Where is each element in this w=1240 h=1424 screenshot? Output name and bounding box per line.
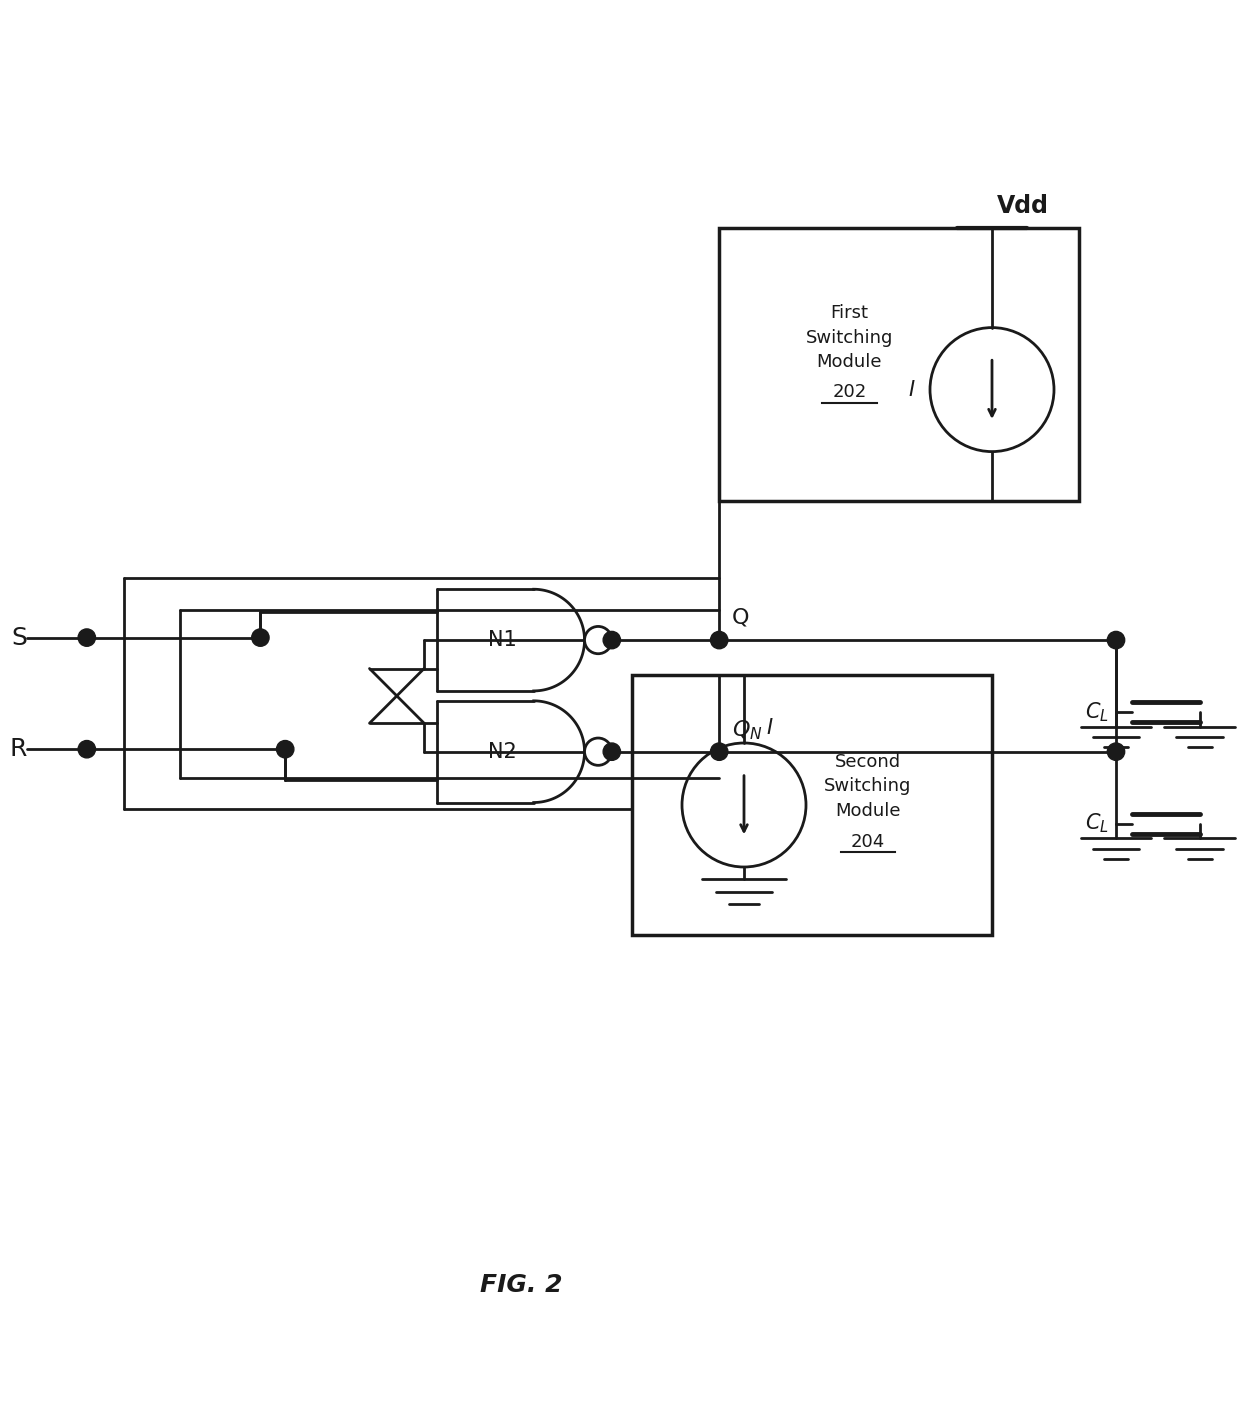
Text: 204: 204 <box>851 833 885 852</box>
Text: S: S <box>11 625 27 649</box>
Text: Vdd: Vdd <box>997 195 1049 218</box>
Circle shape <box>711 631 728 649</box>
Circle shape <box>711 743 728 760</box>
Text: Module: Module <box>817 353 882 372</box>
Text: FIG. 2: FIG. 2 <box>480 1273 562 1297</box>
Bar <box>719 228 1079 501</box>
Circle shape <box>1107 631 1125 649</box>
Text: R: R <box>10 738 27 762</box>
Circle shape <box>1107 743 1125 760</box>
Text: I: I <box>766 718 773 738</box>
Circle shape <box>252 629 269 646</box>
Circle shape <box>277 740 294 758</box>
Text: Switching: Switching <box>806 329 893 346</box>
Bar <box>632 675 992 936</box>
Text: N2: N2 <box>487 742 517 762</box>
Text: $Q_N$: $Q_N$ <box>732 718 763 742</box>
Circle shape <box>78 629 95 646</box>
Circle shape <box>584 627 611 654</box>
Text: 202: 202 <box>832 383 867 402</box>
Text: $C_L$: $C_L$ <box>1085 812 1110 836</box>
Circle shape <box>584 738 611 765</box>
Text: I: I <box>909 380 914 400</box>
Circle shape <box>603 631 620 649</box>
Text: Q: Q <box>732 608 749 628</box>
Text: First: First <box>831 303 868 322</box>
Circle shape <box>603 743 620 760</box>
Text: Switching: Switching <box>825 778 911 796</box>
Circle shape <box>78 740 95 758</box>
Text: N1: N1 <box>487 629 517 651</box>
Text: Module: Module <box>836 802 900 820</box>
Text: Second: Second <box>835 753 901 770</box>
Text: $C_L$: $C_L$ <box>1085 701 1110 723</box>
